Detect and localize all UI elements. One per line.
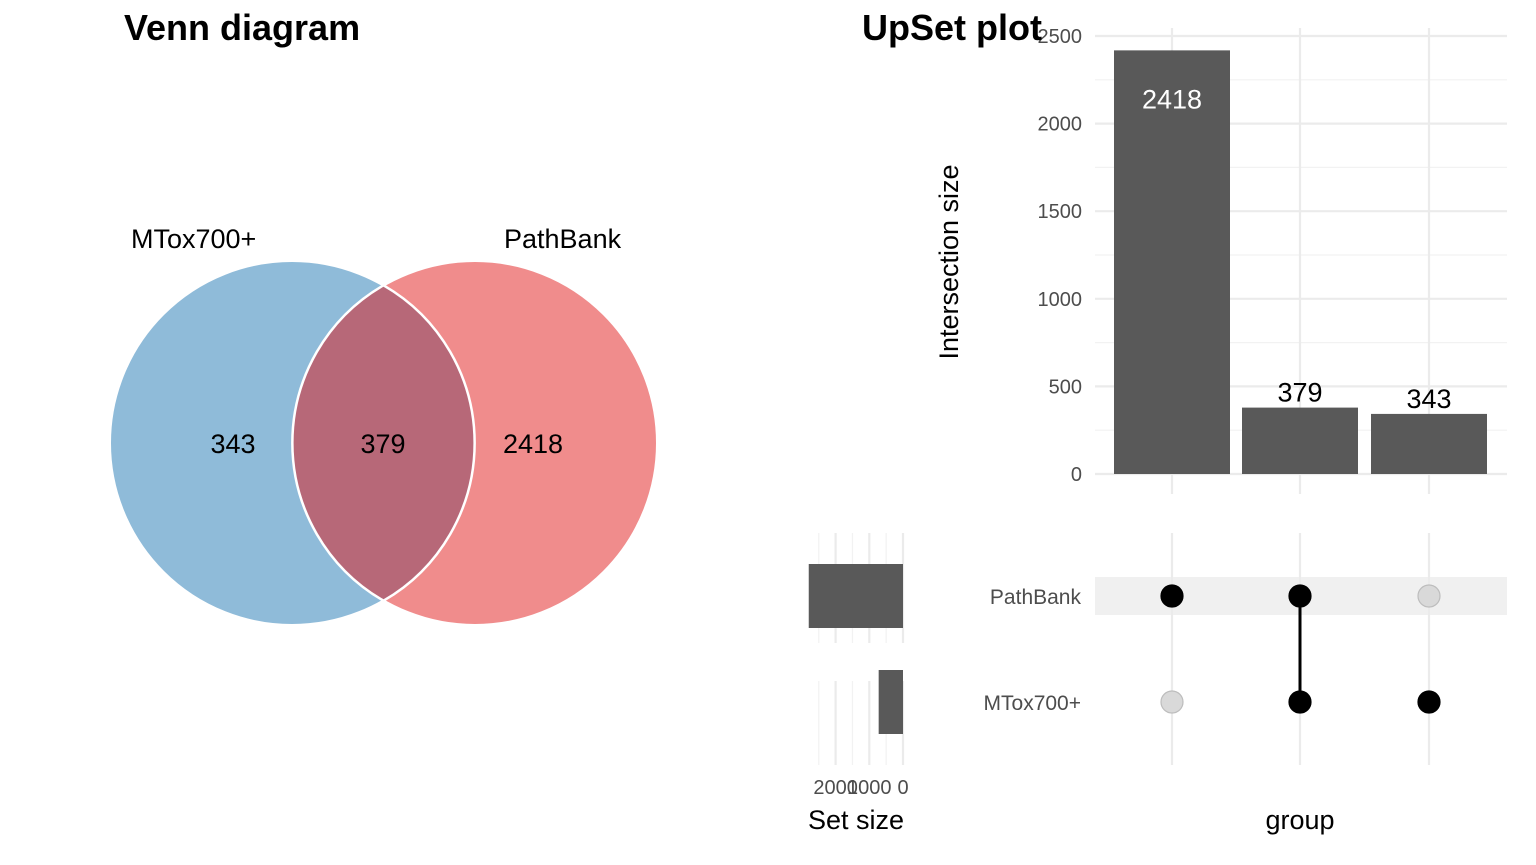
y-tick-label: 500 bbox=[1049, 376, 1082, 398]
matrix-row-label: MTox700+ bbox=[984, 692, 1081, 715]
set-size-tick-label: 2000 bbox=[813, 777, 858, 799]
intersection-bar-label: 2418 bbox=[1142, 84, 1202, 114]
y-tick-label: 1000 bbox=[1038, 289, 1083, 311]
venn-set-label-mtox: MTox700+ bbox=[131, 224, 256, 254]
matrix-x-axis-label: group bbox=[1265, 805, 1334, 835]
matrix-dot-filled bbox=[1417, 690, 1441, 714]
matrix-dot-filled bbox=[1288, 690, 1312, 714]
set-size-bar bbox=[808, 564, 903, 628]
set-size-axis-label: Set size bbox=[808, 805, 904, 835]
matrix-dot-filled bbox=[1160, 584, 1184, 608]
intersection-bar-label: 379 bbox=[1277, 378, 1322, 408]
intersection-bars bbox=[1114, 50, 1487, 475]
set-size-tick-label: 0 bbox=[897, 777, 908, 799]
matrix-row-label: PathBank bbox=[990, 586, 1082, 609]
intersection-y-axis-label: Intersection size bbox=[934, 164, 964, 359]
y-tick-label: 1500 bbox=[1038, 201, 1083, 223]
venn-set-label-pathbank: PathBank bbox=[504, 224, 622, 254]
venn-count-intersection: 379 bbox=[360, 429, 405, 459]
venn-intersection bbox=[291, 283, 476, 603]
y-tick-label: 2500 bbox=[1038, 26, 1083, 48]
y-tick-label: 2000 bbox=[1038, 114, 1083, 136]
matrix-dot-filled bbox=[1288, 584, 1312, 608]
venn-count-mtox-only: 343 bbox=[210, 429, 255, 459]
intersection-bar bbox=[1371, 413, 1487, 474]
venn-title: Venn diagram bbox=[124, 7, 360, 48]
venn-diagram-panel: Venn diagram MTox700+ PathBank 343 379 2… bbox=[109, 7, 658, 626]
intersection-bar bbox=[1242, 407, 1358, 474]
matrix-dot-empty bbox=[1160, 690, 1184, 714]
intersection-bar bbox=[1114, 50, 1230, 475]
upset-title: UpSet plot bbox=[862, 7, 1042, 48]
set-size-tick-label: 1000 bbox=[847, 777, 892, 799]
intersection-bar-label: 343 bbox=[1406, 384, 1451, 414]
membership-matrix: PathBank MTox700+ bbox=[984, 533, 1507, 765]
upset-plot-panel: 0 500 1000 1500 2000 2500 2418 379 343 UpSet pl… bbox=[805, 7, 1507, 835]
intersection-bar-labels: 2418 379 343 bbox=[1142, 84, 1452, 414]
intersection-y-ticks: 0 500 1000 1500 2000 2500 bbox=[1038, 26, 1083, 486]
set-size-bar bbox=[878, 670, 903, 734]
matrix-dot-empty bbox=[1417, 584, 1441, 608]
venn-count-pathbank-only: 2418 bbox=[503, 429, 563, 459]
y-tick-label: 0 bbox=[1071, 464, 1082, 486]
